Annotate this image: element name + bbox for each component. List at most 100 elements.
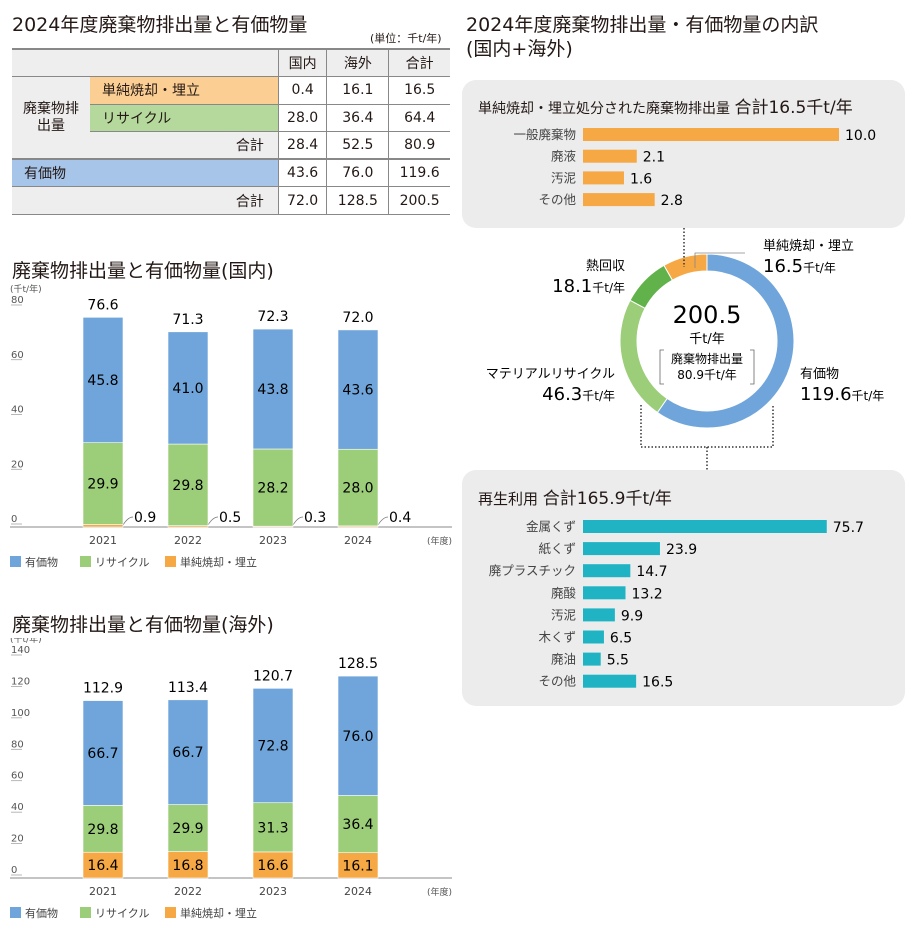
data-label: 0.5 bbox=[219, 510, 241, 526]
data-label: 29.8 bbox=[172, 478, 203, 494]
bar bbox=[583, 674, 637, 688]
data-label: 43.8 bbox=[257, 382, 288, 398]
domestic-chart-title: 廃棄物排出量と有価物量(国内) bbox=[12, 260, 274, 282]
overseas-stacked-bar-chart: (千t/年) 0 20 40 60 80 100 120 140 16.4 29.8 66.7 112.… bbox=[10, 638, 452, 920]
data-label: 66.7 bbox=[172, 745, 203, 761]
legend-swatch bbox=[10, 556, 21, 567]
legend-label: リサイクル bbox=[95, 907, 149, 920]
legend-swatch bbox=[165, 556, 176, 567]
row-label: 単純焼却・埋立 bbox=[90, 76, 279, 105]
bar bbox=[583, 149, 637, 163]
column-header: 海外 bbox=[326, 48, 389, 78]
x-axis-unit: (年度) bbox=[427, 886, 452, 898]
data-label: 16.1 bbox=[342, 858, 373, 874]
bar-value-label: 5.5 bbox=[607, 653, 629, 669]
bar-segment-recycle bbox=[82, 805, 124, 853]
table-row: リサイクル 28.0 36.4 64.4 bbox=[12, 104, 450, 133]
table-row: 合計 72.0 128.5 200.5 bbox=[12, 186, 450, 216]
table-row: 有価物 43.6 76.0 119.6 bbox=[12, 159, 450, 188]
total-label: 71.3 bbox=[172, 312, 203, 328]
table-header-row: 国内 海外 合計 bbox=[12, 48, 450, 78]
incineration-panel-title: 単純焼却・埋立処分された廃棄物排出量 bbox=[478, 101, 730, 117]
incineration-bar-chart: 一般廃棄物 10.0 廃液 2.1 汚泥 1.6 その他 2.8 bbox=[513, 127, 876, 209]
leader-line bbox=[377, 516, 389, 526]
bar-segment-recycle bbox=[252, 448, 294, 527]
cell: 76.0 bbox=[326, 159, 389, 188]
donut-center-note: 80.9千t/年 bbox=[677, 368, 736, 382]
bar-segment-valuables bbox=[167, 699, 209, 805]
x-tick-label: 2022 bbox=[174, 885, 202, 898]
legend-label: 有価物 bbox=[25, 555, 58, 569]
bar-segment-valuables bbox=[337, 675, 379, 796]
overseas-chart-title: 廃棄物排出量と有価物量(海外) bbox=[12, 614, 274, 636]
breakdown-title: 2024年度廃棄物排出量・有価物量の内訳 bbox=[466, 14, 819, 36]
bar-segment-incineration bbox=[337, 852, 379, 879]
slice-value: 18.1千t/年 bbox=[552, 276, 625, 297]
data-label: 43.6 bbox=[342, 383, 373, 399]
bar bbox=[583, 193, 655, 207]
data-label: 16.6 bbox=[257, 858, 288, 874]
total-label: 113.4 bbox=[168, 680, 208, 696]
table-title: 2024年度廃棄物排出量と有価物量 bbox=[12, 14, 308, 36]
cell: 16.1 bbox=[326, 76, 389, 105]
y-tick-label: 0 bbox=[11, 514, 17, 525]
bracket bbox=[659, 349, 755, 385]
bar-value-label: 14.7 bbox=[636, 564, 667, 580]
y-tick-label: 140 bbox=[11, 645, 30, 656]
table-row: 合計 28.4 52.5 80.9 bbox=[12, 131, 450, 160]
cell: 52.5 bbox=[326, 131, 389, 160]
data-label: 28.0 bbox=[342, 481, 373, 497]
data-label: 41.0 bbox=[172, 381, 203, 397]
data-label: 36.4 bbox=[342, 817, 373, 833]
bar bbox=[583, 564, 631, 578]
bar-value-label: 6.5 bbox=[610, 631, 632, 647]
cell: 128.5 bbox=[326, 186, 389, 216]
data-label: 16.4 bbox=[87, 858, 118, 874]
bar-segment-incineration bbox=[82, 851, 124, 879]
bar-segment-recycle bbox=[337, 795, 379, 854]
total-label: 72.0 bbox=[342, 310, 373, 326]
leader-line bbox=[694, 252, 745, 268]
leader-line bbox=[292, 516, 304, 526]
recycling-total: 合計165.9千t/年 bbox=[542, 489, 672, 509]
cell: 43.6 bbox=[277, 159, 327, 188]
slice-name: 単純焼却・埋立 bbox=[763, 238, 854, 254]
x-tick-label: 2021 bbox=[89, 534, 117, 547]
y-tick-label: 20 bbox=[11, 834, 24, 845]
data-label: 66.7 bbox=[87, 746, 118, 762]
bar bbox=[583, 128, 839, 141]
cell: 119.6 bbox=[388, 159, 450, 188]
data-label: 0.4 bbox=[389, 510, 411, 526]
bar-segment-recycle bbox=[252, 802, 294, 853]
bar bbox=[583, 171, 624, 185]
bar-segment-valuables bbox=[337, 329, 379, 450]
bar-category-label: 廃プラスチック bbox=[489, 563, 576, 578]
leader-line bbox=[207, 516, 219, 526]
bar-category-label: その他 bbox=[538, 674, 576, 689]
total-label: 76.6 bbox=[87, 297, 118, 313]
donut-center-unit: 千t/年 bbox=[689, 332, 724, 347]
x-tick-label: 2021 bbox=[89, 885, 117, 898]
group-label: 廃棄物排出量 bbox=[12, 76, 90, 160]
bar-value-label: 16.5 bbox=[642, 675, 673, 691]
summary-table: 国内 海外 合計 廃棄物排出量 単純焼却・埋立 0.4 16.1 16.5 リサ… bbox=[12, 48, 450, 216]
slice-value: 16.5千t/年 bbox=[763, 256, 836, 277]
slice-value: 119.6千t/年 bbox=[800, 384, 884, 405]
cell: 64.4 bbox=[388, 104, 450, 133]
data-label: 28.2 bbox=[257, 481, 288, 497]
data-label: 29.9 bbox=[87, 477, 118, 493]
bar-category-label: 廃液 bbox=[551, 149, 577, 164]
bar-segment-incineration bbox=[82, 524, 124, 528]
y-tick-label: 60 bbox=[11, 350, 24, 361]
bar bbox=[583, 630, 604, 644]
cell: 80.9 bbox=[388, 131, 450, 160]
legend-label: 有価物 bbox=[25, 906, 58, 920]
data-label: 0.3 bbox=[304, 510, 326, 526]
legend-swatch bbox=[80, 556, 91, 567]
donut-center-note: 廃棄物排出量 bbox=[671, 351, 743, 366]
legend-swatch bbox=[80, 907, 91, 918]
y-axis-unit: (千t/年) bbox=[10, 638, 42, 645]
row-label: リサイクル bbox=[90, 104, 279, 133]
bar-category-label: 紙くず bbox=[538, 541, 576, 556]
